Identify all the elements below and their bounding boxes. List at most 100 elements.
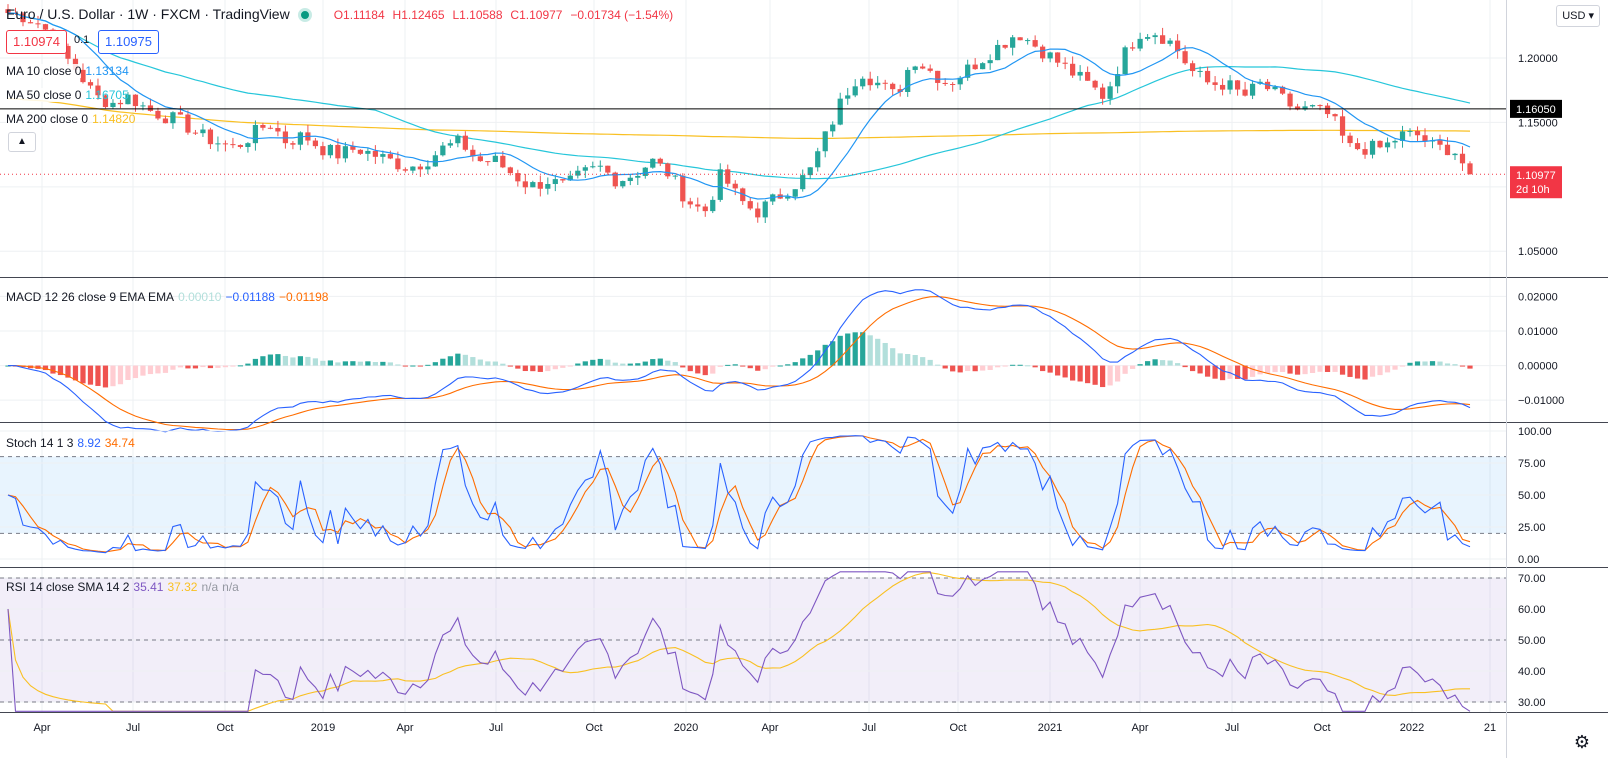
price-axis-label: 0.00000 bbox=[1518, 361, 1558, 373]
settings-gear-icon[interactable]: ⚙ bbox=[1573, 732, 1590, 752]
candle-body bbox=[1234, 80, 1241, 90]
candle-body bbox=[222, 143, 229, 145]
macd-histogram-bar bbox=[792, 362, 798, 366]
candle-body bbox=[1204, 70, 1211, 83]
candle-body bbox=[635, 175, 641, 178]
buy-button[interactable]: 1.10975 bbox=[98, 30, 159, 54]
candle-body bbox=[1399, 131, 1406, 141]
candle-body bbox=[500, 155, 506, 168]
price-axis-label: 1.05000 bbox=[1518, 246, 1558, 258]
macd-histogram-bar bbox=[1167, 360, 1173, 366]
macd-histogram-bar bbox=[507, 365, 513, 367]
candle-body bbox=[1070, 63, 1076, 76]
macd-histogram-bar bbox=[1204, 365, 1211, 377]
macd-histogram-bar bbox=[597, 358, 603, 366]
candle-body bbox=[267, 127, 274, 129]
ma200-legend[interactable]: MA 200 close 0 1.14820 bbox=[6, 112, 136, 126]
price-axis-label: 50.00 bbox=[1518, 490, 1546, 502]
macd-histogram-bar bbox=[1459, 365, 1466, 367]
price-axis-label: 50.00 bbox=[1518, 635, 1546, 647]
candle-body bbox=[350, 146, 356, 150]
candle-body bbox=[530, 182, 536, 188]
macd-histogram-bar bbox=[1264, 365, 1271, 374]
candle-body bbox=[432, 155, 438, 167]
macd-histogram-bar bbox=[822, 344, 828, 366]
macd-histogram-bar bbox=[417, 365, 423, 367]
rsi-legend[interactable]: RSI 14 close SMA 14 2 35.41 37.32 n/a n/a bbox=[6, 580, 239, 594]
macd-histogram-bar bbox=[582, 361, 588, 366]
ohlc-low: L1.10588 bbox=[452, 8, 503, 22]
candle-body bbox=[980, 63, 986, 70]
stoch-legend[interactable]: Stoch 14 1 3 8.92 34.74 bbox=[6, 436, 135, 450]
macd-histogram-bar bbox=[1227, 365, 1233, 379]
candle-body bbox=[1467, 163, 1473, 175]
time-axis-label: Oct bbox=[1313, 722, 1330, 734]
macd-histogram-bar bbox=[380, 361, 386, 366]
macd-histogram-bar bbox=[1429, 361, 1436, 366]
macd-histogram-bar bbox=[1339, 365, 1346, 375]
candle-body bbox=[1144, 37, 1151, 39]
candle-body bbox=[1025, 40, 1031, 42]
candle-body bbox=[440, 145, 446, 156]
market-open-icon bbox=[297, 8, 312, 23]
candle-body bbox=[1040, 46, 1046, 59]
last-price-label: 1.10977 bbox=[1516, 170, 1556, 182]
macd-histogram-bar bbox=[852, 332, 858, 366]
macd-histogram-bar bbox=[897, 353, 903, 366]
macd-histogram-bar bbox=[470, 357, 476, 366]
candle-body bbox=[320, 146, 326, 156]
candle-body bbox=[1377, 140, 1383, 148]
candle-body bbox=[1392, 140, 1398, 143]
candle-body bbox=[1414, 130, 1421, 136]
macd-histogram-bar bbox=[1070, 365, 1076, 381]
candle-body bbox=[1444, 144, 1451, 156]
candle-body bbox=[275, 128, 281, 132]
candle-body bbox=[410, 166, 416, 171]
macd-histogram-bar bbox=[965, 365, 971, 372]
macd-legend[interactable]: MACD 12 26 close 9 EMA EMA 0.00010 −0.0118… bbox=[6, 290, 329, 304]
macd-histogram-bar bbox=[1369, 365, 1376, 377]
candle-body bbox=[822, 131, 828, 152]
macd-histogram-bar bbox=[770, 365, 776, 367]
macd-histogram-bar bbox=[950, 365, 956, 372]
candle-body bbox=[1212, 82, 1218, 85]
candle-body bbox=[560, 179, 566, 181]
macd-histogram-bar bbox=[365, 361, 371, 366]
currency-select[interactable]: USD ▾ bbox=[1556, 5, 1600, 27]
candle-body bbox=[695, 204, 701, 207]
sell-button[interactable]: 1.10974 bbox=[6, 30, 67, 54]
candle-body bbox=[1017, 37, 1023, 41]
macd-histogram-bar bbox=[1130, 365, 1136, 369]
collapse-legend-button[interactable]: ▲ bbox=[8, 132, 36, 152]
candle-body bbox=[1137, 38, 1143, 49]
price-axis-label: 0.02000 bbox=[1518, 291, 1558, 303]
macd-histogram-bar bbox=[552, 365, 558, 370]
candle-body bbox=[1062, 62, 1068, 64]
candle-body bbox=[837, 98, 843, 125]
macd-histogram-bar bbox=[1144, 361, 1151, 366]
macd-histogram-bar bbox=[1287, 365, 1293, 374]
macd-histogram-bar bbox=[605, 359, 611, 366]
macd-histogram-bar bbox=[1085, 365, 1091, 384]
macd-histogram-bar bbox=[1302, 365, 1308, 375]
candle-body bbox=[140, 105, 146, 107]
macd-histogram-bar bbox=[155, 365, 161, 374]
macd-histogram-bar bbox=[575, 363, 581, 366]
candle-body bbox=[65, 45, 71, 59]
candle-body bbox=[905, 69, 911, 92]
macd-histogram-bar bbox=[140, 365, 146, 376]
candle-body bbox=[552, 179, 558, 185]
candle-body bbox=[252, 124, 259, 144]
ma10-legend[interactable]: MA 10 close 0 1.13134 bbox=[6, 64, 129, 78]
macd-histogram-bar bbox=[230, 365, 236, 367]
macd-histogram-bar bbox=[42, 365, 49, 371]
macd-histogram-bar bbox=[1174, 363, 1181, 366]
symbol-title[interactable]: Euro / U.S. Dollar · 1W · FXCM · Trading… bbox=[6, 6, 290, 22]
candle-body bbox=[342, 146, 348, 159]
macd-histogram-bar bbox=[1332, 365, 1338, 372]
macd-histogram-bar bbox=[282, 355, 289, 366]
candle-body bbox=[215, 143, 221, 145]
candle-body bbox=[860, 78, 866, 87]
ma50-legend[interactable]: MA 50 close 0 1.16705 bbox=[6, 88, 129, 102]
